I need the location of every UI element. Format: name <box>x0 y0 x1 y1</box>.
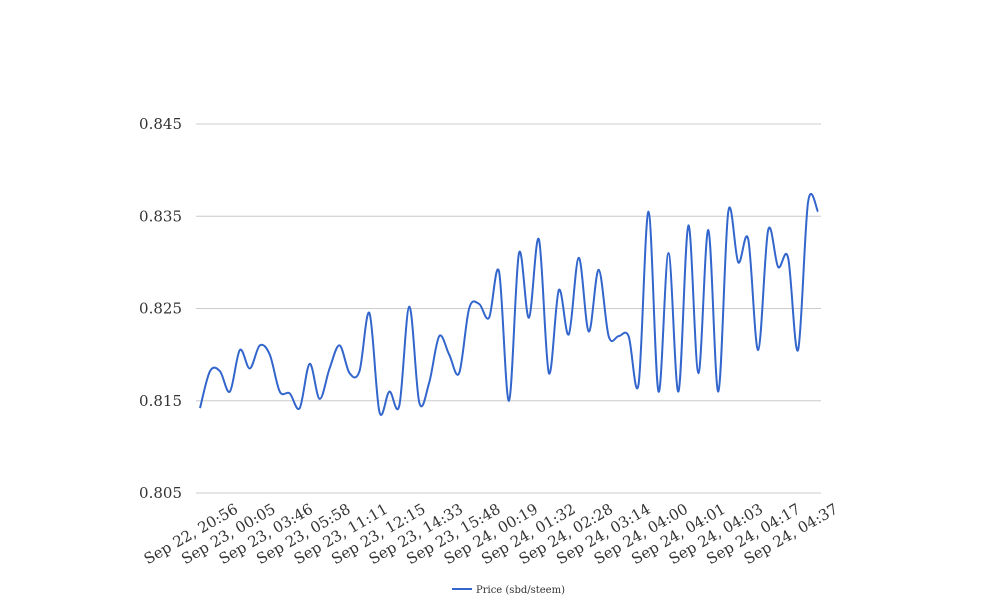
gridlines <box>196 123 821 494</box>
legend-label-price: Price (sbd/steem) <box>476 585 565 596</box>
y-tick-label: 0.835 <box>139 207 182 225</box>
legend[interactable]: Price (sbd/steem) <box>452 585 565 596</box>
y-tick-label: 0.845 <box>139 115 182 133</box>
y-tick-label: 0.805 <box>139 484 182 502</box>
series-line-price[interactable] <box>199 192 819 416</box>
y-axis-ticks: 0.805 0.815 0.825 0.835 0.845 <box>139 115 182 502</box>
y-tick-label: 0.825 <box>139 300 182 318</box>
series-layer <box>199 192 819 416</box>
y-tick-label: 0.815 <box>139 392 182 410</box>
